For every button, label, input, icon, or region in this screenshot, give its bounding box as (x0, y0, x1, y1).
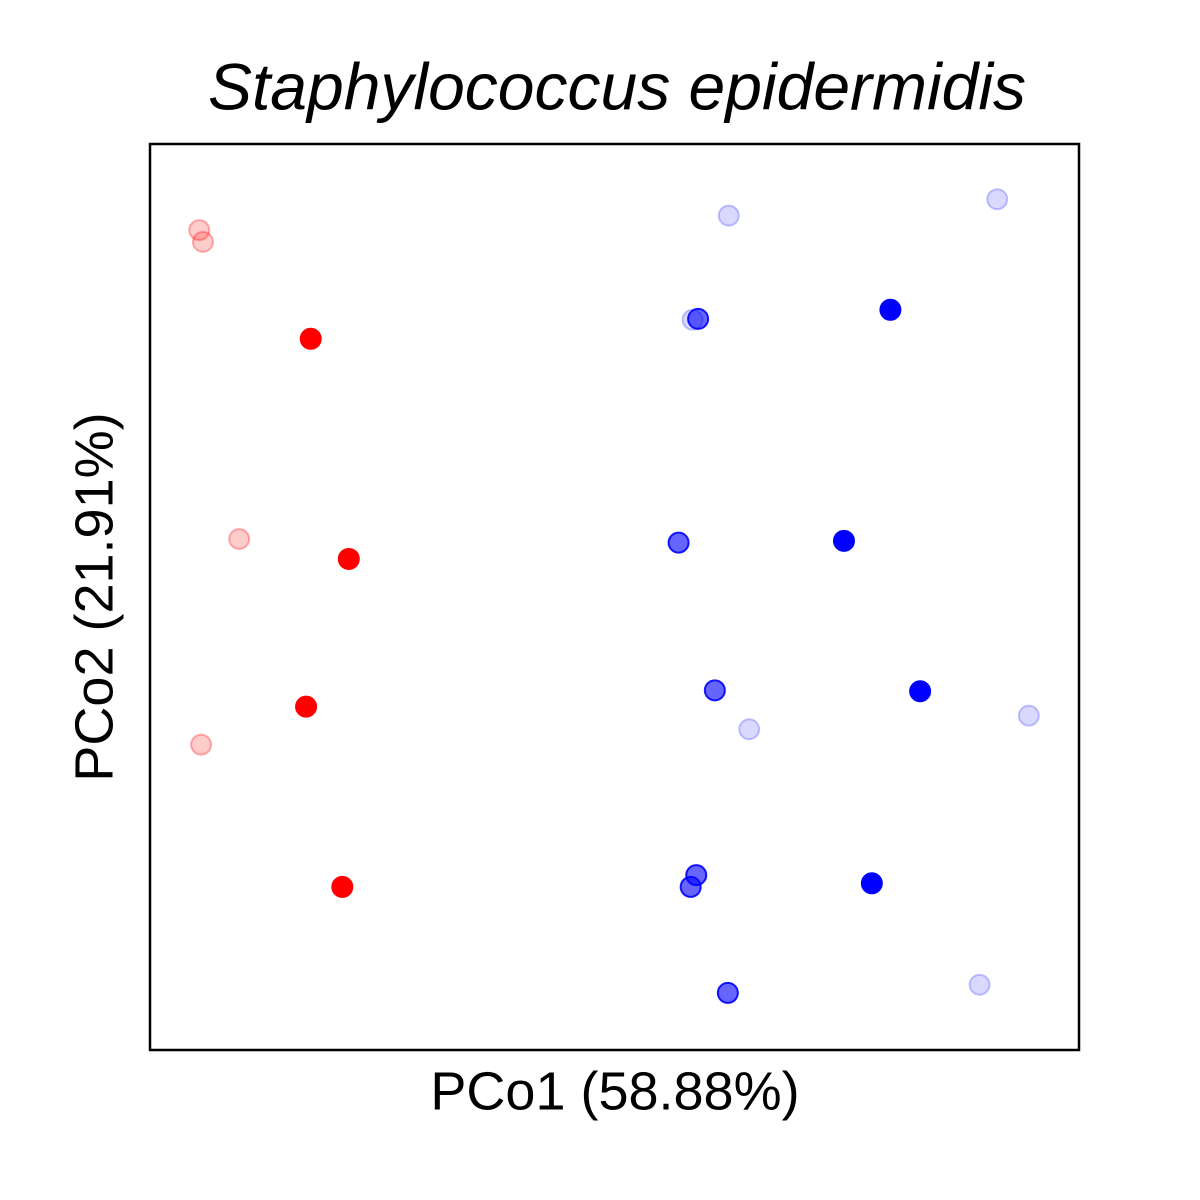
point (879, 298, 902, 321)
chart-title: Staphylococcus epidermidis (208, 49, 1026, 123)
point (687, 307, 710, 330)
plot-frame (148, 142, 1081, 1052)
y-axis-label: PCo2 (21.91%) (64, 412, 124, 781)
point (679, 875, 702, 898)
point (909, 680, 932, 703)
point (667, 531, 690, 554)
point (832, 529, 855, 552)
point (228, 528, 251, 551)
point (295, 695, 318, 718)
point (703, 679, 726, 702)
point (860, 872, 883, 895)
point (1017, 704, 1040, 727)
point (191, 230, 214, 253)
point (188, 219, 211, 242)
point (717, 204, 740, 227)
point (968, 973, 991, 996)
point (716, 981, 739, 1004)
point (986, 188, 1009, 211)
point (299, 327, 322, 350)
point (331, 875, 354, 898)
point (190, 733, 213, 756)
point (681, 308, 704, 331)
x-axis-label: PCo1 (58.88%) (430, 1061, 799, 1121)
point (337, 547, 360, 570)
point (738, 718, 761, 741)
